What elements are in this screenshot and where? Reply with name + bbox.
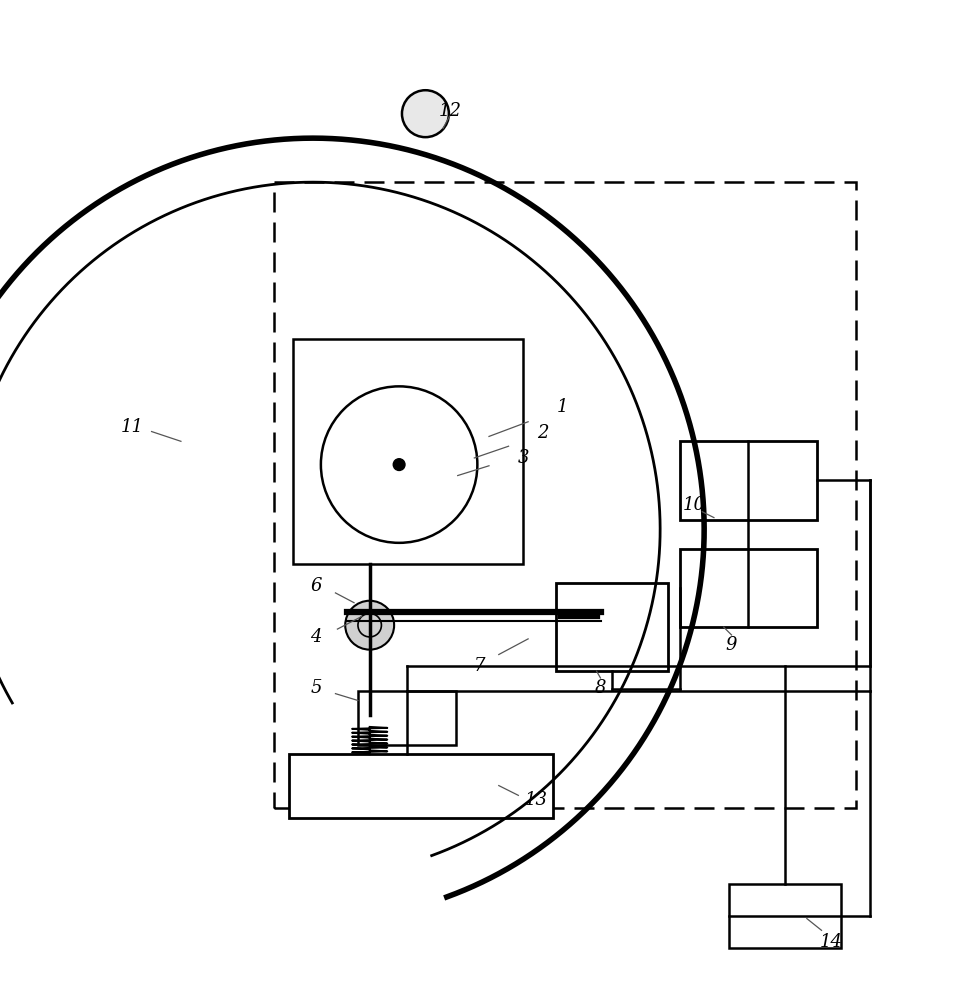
Text: 10: 10 [682,496,705,514]
Text: 2: 2 [536,424,548,442]
Text: 12: 12 [438,102,461,120]
Text: 1: 1 [556,398,568,416]
Text: 7: 7 [473,657,485,675]
Text: 3: 3 [517,449,529,467]
Bar [288,754,552,818]
Bar [679,441,816,520]
Bar [555,583,667,671]
Text: 9: 9 [725,636,737,654]
Circle shape [393,459,404,470]
Bar [293,339,523,564]
Text: 4: 4 [310,628,321,646]
Text: 5: 5 [310,679,321,697]
Circle shape [345,601,394,650]
Bar [274,182,855,808]
Text: 8: 8 [594,679,606,697]
Circle shape [402,90,448,137]
Text: 13: 13 [524,791,547,809]
Text: 6: 6 [310,577,321,595]
Text: 14: 14 [819,933,842,951]
Text: 11: 11 [120,418,144,436]
Bar [358,691,455,744]
Bar [728,884,840,948]
Bar [679,549,816,627]
